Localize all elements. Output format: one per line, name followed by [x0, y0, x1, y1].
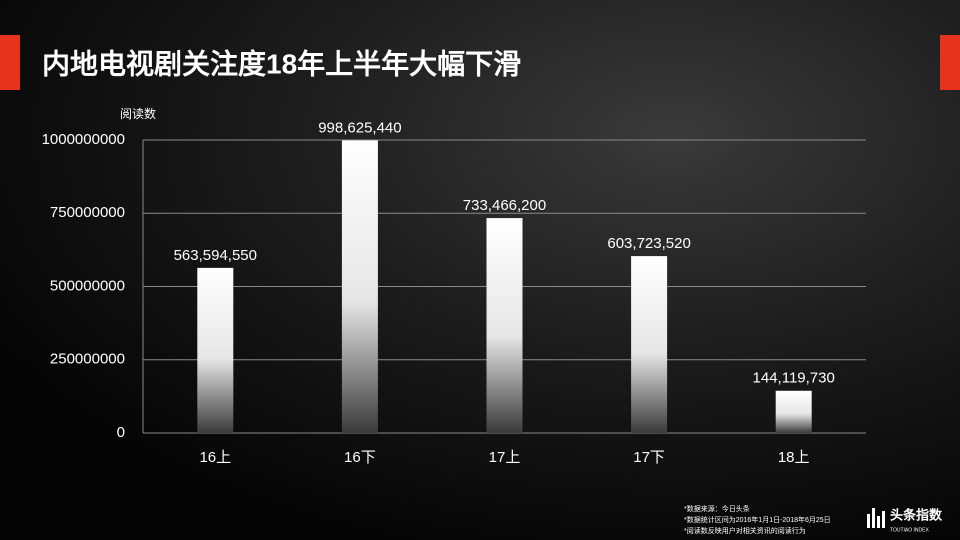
logo-bar: [882, 511, 885, 528]
bar: [486, 218, 523, 433]
y-tick-label: 250000000: [50, 351, 125, 368]
footnote: *数据来源：今日头条: [684, 504, 750, 513]
x-tick-label: 16上: [199, 449, 231, 466]
bar: [341, 140, 378, 433]
accent-left: [0, 35, 20, 90]
value-label: 563,594,550: [174, 247, 257, 264]
y-tick-label: 1000000000: [42, 131, 125, 148]
value-label: 733,466,200: [463, 197, 546, 214]
y-axis-label: 阅读数: [120, 106, 156, 121]
x-tick-label: 17上: [489, 449, 521, 466]
value-label: 998,625,440: [318, 119, 401, 136]
footnote: *数据统计区间为2016年1月1日-2018年6月25日: [684, 515, 831, 524]
accent-right: [940, 35, 960, 90]
bar: [775, 390, 812, 433]
chart-title: 内地电视剧关注度18年上半年大幅下滑: [42, 47, 521, 79]
value-label: 603,723,520: [607, 235, 690, 252]
logo-subtitle: TOUTIAO INDEX: [890, 527, 929, 533]
logo-name: 头条指数: [890, 507, 943, 522]
logo-bar: [872, 508, 875, 528]
y-tick-label: 0: [117, 424, 125, 441]
bar: [197, 267, 234, 433]
footnotes: *数据来源：今日头条 *数据统计区间为2016年1月1日-2018年6月25日 …: [684, 504, 831, 535]
footnote: *阅读数反映用户对相关资讯的阅读行为: [684, 526, 806, 535]
bar: [631, 256, 668, 433]
logo-bar: [877, 516, 880, 528]
logo-bar: [867, 514, 870, 528]
x-tick-label: 18上: [778, 449, 810, 466]
x-tick-label: 16下: [344, 449, 376, 466]
value-label: 144,119,730: [753, 370, 835, 387]
x-tick-label: 17下: [633, 449, 665, 466]
logo: 头条指数 TOUTIAO INDEX: [867, 507, 943, 533]
y-tick-label: 750000000: [50, 204, 125, 221]
y-tick-label: 500000000: [50, 277, 125, 294]
